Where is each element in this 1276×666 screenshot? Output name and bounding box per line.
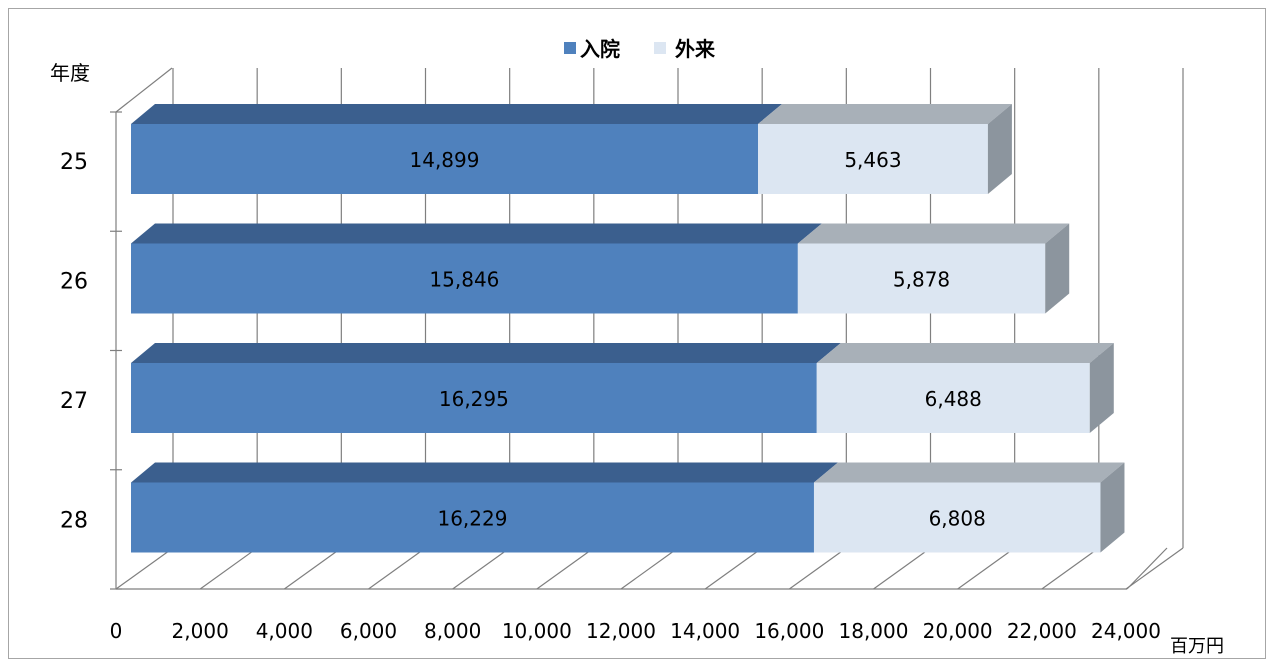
x-tick-label: 8,000 bbox=[424, 619, 481, 643]
bar-0-3 bbox=[131, 482, 814, 553]
x-tick-label: 4,000 bbox=[256, 619, 313, 643]
data-label: 14,899 bbox=[410, 148, 480, 172]
bar-top-0-0 bbox=[131, 104, 782, 124]
data-label: 6,808 bbox=[929, 507, 986, 531]
x-tick-label: 22,000 bbox=[1007, 619, 1077, 643]
x-tick-label: 14,000 bbox=[670, 619, 740, 643]
floor-diagonal bbox=[368, 547, 426, 590]
y-tick-label: 28 bbox=[60, 509, 88, 534]
floor-diagonal bbox=[1041, 547, 1100, 590]
bar-top-0-2 bbox=[131, 343, 841, 363]
bar-0-0 bbox=[131, 124, 758, 194]
x-tick-label: 2,000 bbox=[172, 619, 229, 643]
floor-diagonal bbox=[620, 547, 679, 590]
x-tick-label: 18,000 bbox=[839, 619, 909, 643]
x-tick-label: 16,000 bbox=[754, 619, 824, 643]
x-tick-label: 0 bbox=[110, 619, 123, 643]
y-tick-label: 25 bbox=[60, 150, 88, 175]
floor-right-edge bbox=[1126, 547, 1168, 590]
bar-0-2 bbox=[131, 363, 817, 433]
bar-1-2 bbox=[816, 363, 1090, 433]
x-tick-label: 20,000 bbox=[923, 619, 993, 643]
floor-diagonal bbox=[536, 547, 595, 590]
data-label: 16,295 bbox=[439, 387, 509, 411]
legend-label-inpatient: 入院 bbox=[580, 37, 620, 61]
x-tick-label: 12,000 bbox=[586, 619, 656, 643]
bar-top-1-0 bbox=[757, 104, 1012, 124]
value-labels: 14,899 5,463 15,846 5,878 16,295 6,488 16,229 6… bbox=[410, 148, 986, 531]
data-label: 15,846 bbox=[429, 268, 499, 292]
bar-1-1 bbox=[797, 243, 1046, 314]
bar-1-3 bbox=[813, 482, 1101, 553]
floor-diagonal bbox=[957, 547, 1016, 590]
legend-label-outpatient: 外来 bbox=[675, 37, 716, 61]
legend-swatch-inpatient bbox=[564, 42, 576, 54]
y-tick-label: 26 bbox=[60, 270, 88, 295]
data-label: 5,463 bbox=[844, 148, 901, 172]
y-axis-label: 年度 bbox=[50, 61, 90, 85]
y-axis-tick-labels: 25 26 27 28 bbox=[60, 150, 88, 534]
bar-0-1 bbox=[131, 243, 798, 314]
floor-diagonal bbox=[788, 547, 847, 590]
bar-side-2 bbox=[1089, 343, 1114, 433]
floor-diagonal bbox=[452, 547, 511, 590]
bar-top-1-3 bbox=[813, 462, 1125, 483]
data-label: 16,229 bbox=[437, 507, 507, 531]
bar-top-1-1 bbox=[797, 223, 1070, 244]
floor-diagonal bbox=[283, 547, 342, 590]
bar-top-1-2 bbox=[816, 343, 1114, 363]
bar-side-3 bbox=[1100, 462, 1125, 553]
chart-floor bbox=[110, 67, 1184, 590]
bar-1-0 bbox=[757, 124, 988, 194]
x-tick-label: 10,000 bbox=[502, 619, 572, 643]
data-label: 6,488 bbox=[925, 387, 982, 411]
bar-top-0-1 bbox=[131, 223, 822, 244]
floor-diagonal bbox=[704, 547, 763, 590]
x-axis-unit-label: 百万円 bbox=[1170, 636, 1224, 657]
data-label: 5,878 bbox=[893, 268, 950, 292]
y-tick-label: 27 bbox=[60, 389, 88, 414]
bar-top-0-3 bbox=[131, 462, 838, 483]
left-wall-top-edge bbox=[115, 67, 173, 113]
bar-side-1 bbox=[1045, 223, 1070, 314]
bar-side-0 bbox=[987, 104, 1012, 194]
x-tick-label: 24,000 bbox=[1091, 619, 1161, 643]
floor-diagonal bbox=[1125, 547, 1184, 590]
bars bbox=[131, 104, 1125, 553]
legend-swatch-outpatient bbox=[654, 42, 666, 54]
floor-diagonal bbox=[115, 547, 174, 590]
x-axis-tick-labels: 0 2,000 4,000 6,000 8,000 10,000 12,000 14,000 1… bbox=[110, 619, 1161, 643]
floor-diagonal bbox=[199, 547, 258, 590]
x-tick-label: 6,000 bbox=[340, 619, 397, 643]
legend: 入院 外来 bbox=[564, 37, 716, 61]
floor-diagonal bbox=[873, 547, 931, 590]
